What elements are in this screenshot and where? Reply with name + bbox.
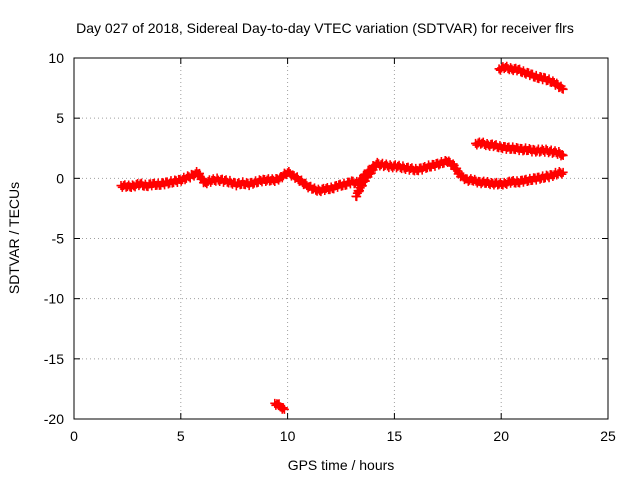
x-tick-label: 0: [70, 428, 78, 444]
data-point: [557, 169, 567, 179]
grid: [74, 58, 608, 419]
y-tick-label: 0: [56, 170, 64, 186]
x-tick-label: 25: [600, 428, 616, 444]
x-tick-label: 5: [177, 428, 185, 444]
data-point: [368, 165, 378, 175]
y-axis-label: SDTVAR / TECUs: [6, 182, 22, 294]
y-tick-label: -20: [44, 411, 64, 427]
data-point: [557, 150, 567, 160]
y-tick-label: -5: [52, 231, 65, 247]
x-tick-label: 20: [493, 428, 509, 444]
x-tick-label: 10: [280, 428, 296, 444]
ticks: 0 5 10 15 20 25 -20 -15 -10 -5 0 5 10: [44, 50, 616, 444]
y-tick-label: -10: [44, 291, 64, 307]
y-tick-label: 10: [48, 50, 64, 66]
x-tick-label: 15: [387, 428, 403, 444]
data-point: [558, 167, 568, 177]
chart-title: Day 027 of 2018, Sidereal Day-to-day VTE…: [76, 20, 574, 36]
data-point: [558, 84, 568, 94]
data-point: [278, 403, 288, 413]
y-tick-label: 5: [56, 110, 64, 126]
y-tick-label: -15: [44, 351, 64, 367]
data-point: [558, 150, 568, 160]
data-point: [279, 404, 289, 414]
data-points: [116, 61, 568, 414]
x-axis-label: GPS time / hours: [288, 457, 395, 473]
